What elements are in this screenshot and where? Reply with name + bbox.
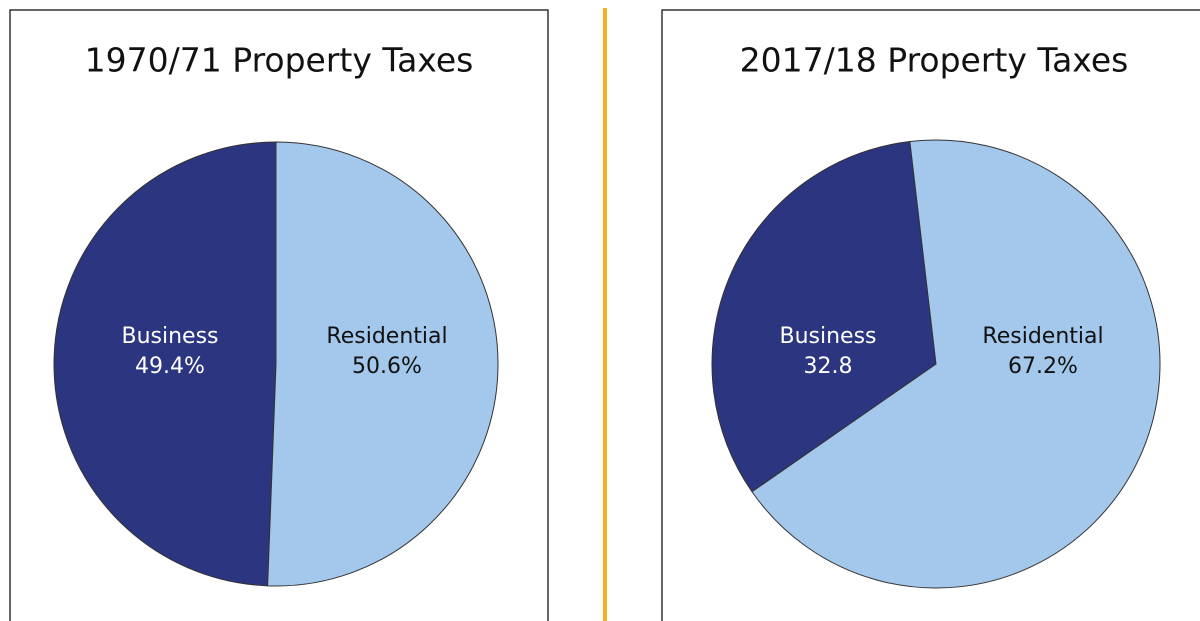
panel-frame (661, 9, 1200, 621)
slice-value-label: 32.8 (804, 354, 853, 379)
pie-slice (751, 139, 1161, 589)
chart-title: 2017/18 Property Taxes (740, 41, 1129, 80)
slice-category-label: Business (779, 324, 876, 349)
pie-slice (53, 141, 277, 587)
slice-category-label: Residential (326, 324, 447, 349)
pie-slice (267, 141, 499, 587)
slice-value-label: 50.6% (352, 354, 422, 379)
slice-category-label: Business (121, 324, 218, 349)
chart-title: 1970/71 Property Taxes (85, 41, 474, 80)
slice-category-label: Residential (982, 324, 1103, 349)
slice-value-label: 49.4% (135, 354, 205, 379)
panel-frame (9, 9, 549, 621)
pie-slice (711, 140, 937, 493)
slice-value-label: 67.2% (1008, 354, 1078, 379)
